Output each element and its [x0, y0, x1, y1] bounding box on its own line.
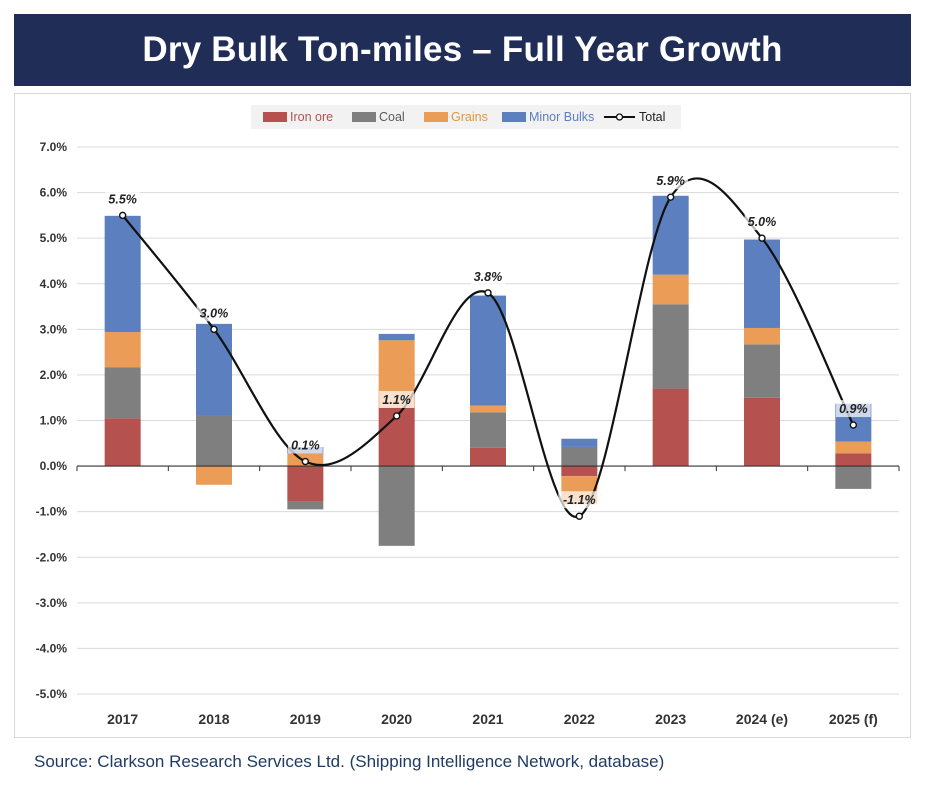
- x-tick-label: 2021: [472, 711, 503, 727]
- total-data-label: 3.0%: [200, 306, 229, 320]
- total-marker: [575, 512, 584, 520]
- total-data-label: 0.9%: [839, 402, 868, 416]
- x-tick-label: 2019: [290, 711, 321, 727]
- legend-iron-ore-label: Iron ore: [290, 110, 333, 124]
- y-tick-label: 1.0%: [40, 414, 68, 428]
- chart-title: Dry Bulk Ton-miles – Full Year Growth: [142, 30, 783, 69]
- total-label-bg: [744, 213, 780, 231]
- total-marker: [392, 412, 401, 420]
- bar-grains: [835, 441, 872, 454]
- legend-minor-bulks-swatch: [502, 112, 526, 122]
- total-label-bg: [287, 436, 323, 454]
- total-marker: [849, 421, 858, 429]
- legend-coal-swatch: [352, 112, 376, 122]
- bar-coal: [287, 501, 324, 510]
- total-data-label: 0.1%: [291, 439, 320, 453]
- total-label-bg: [105, 190, 141, 208]
- bar-iron-ore: [744, 397, 780, 467]
- total-marker: [118, 211, 127, 220]
- total-data-label: 5.0%: [748, 215, 777, 229]
- bar-coal: [196, 415, 232, 467]
- bar-coal: [561, 446, 598, 467]
- x-tick-label: 2022: [564, 711, 595, 727]
- total-marker: [301, 457, 310, 466]
- y-tick-label: 2.0%: [40, 368, 68, 382]
- bar-grains: [104, 332, 141, 368]
- bar-coal: [652, 304, 689, 389]
- total-marker: [758, 234, 766, 242]
- bar-coal: [470, 412, 506, 448]
- y-tick-label: 0.0%: [40, 459, 68, 473]
- y-tick-label: -1.0%: [36, 505, 68, 519]
- legend-total-marker: [615, 113, 624, 121]
- bar-grains: [196, 466, 232, 485]
- y-tick-label: 6.0%: [40, 186, 68, 200]
- bar-coal: [104, 367, 141, 419]
- bar-minor-bulks: [196, 323, 232, 416]
- bar-coal: [835, 466, 872, 489]
- total-data-label: 5.5%: [108, 192, 137, 206]
- bar-minor-bulks: [744, 239, 780, 328]
- total-label-bg: [653, 172, 689, 190]
- y-tick-label: -5.0%: [36, 687, 68, 701]
- total-label-bg: [470, 267, 506, 285]
- x-tick-label: 2025 (f): [829, 711, 878, 727]
- bar-iron-ore: [470, 447, 506, 467]
- total-label-bg: [558, 491, 601, 509]
- legend-iron-ore-swatch: [263, 112, 287, 122]
- x-tick-label: 2020: [381, 711, 412, 727]
- bar-grains: [652, 274, 689, 305]
- legend-minor-bulks-label: Minor Bulks: [529, 110, 594, 124]
- bar-iron-ore: [835, 453, 872, 467]
- bar-iron-ore: [287, 466, 324, 502]
- y-tick-label: 3.0%: [40, 322, 68, 336]
- source-note: Source: Clarkson Research Services Ltd. …: [34, 752, 665, 771]
- title-banner: Dry Bulk Ton-miles – Full Year Growth: [14, 14, 911, 86]
- legend-total-label: Total: [639, 110, 665, 124]
- total-label-bg: [379, 390, 415, 408]
- legend-grains-label: Grains: [451, 110, 488, 124]
- bar-iron-ore: [652, 388, 689, 467]
- total-marker: [666, 193, 675, 201]
- y-tick-label: 5.0%: [40, 231, 68, 245]
- y-tick-label: -4.0%: [36, 641, 68, 655]
- total-line: [121, 177, 855, 518]
- chart-svg: 7.0% 6.0% 5.0% 4.0% 3.0% 2.0% 1.0% 0.0% -1.0% -2.…: [36, 105, 900, 727]
- y-tick-label: 7.0%: [40, 140, 68, 154]
- bar-iron-ore: [104, 418, 141, 467]
- bar-minor-bulks: [378, 333, 415, 341]
- total-label-bg: [196, 304, 232, 322]
- legend-coal-label: Coal: [379, 110, 405, 124]
- x-tick-label: 2018: [198, 711, 229, 727]
- x-tick-label: 2017: [107, 711, 138, 727]
- total-marker: [484, 289, 492, 297]
- bar-minor-bulks: [470, 295, 506, 406]
- bar-iron-ore: [561, 466, 598, 477]
- bar-minor-bulks: [652, 195, 689, 275]
- total-data-label: 3.8%: [474, 270, 503, 284]
- bar-grains: [470, 405, 506, 413]
- x-tick-label: 2023: [655, 711, 686, 727]
- legend-grains-swatch: [424, 112, 448, 122]
- x-tick-label: 2024 (e): [736, 711, 788, 727]
- total-label-bg: [835, 400, 871, 418]
- y-tick-label: 4.0%: [40, 277, 68, 291]
- total-data-label: 5.9%: [656, 174, 685, 188]
- total-marker: [210, 325, 218, 334]
- bar-minor-bulks: [104, 215, 141, 333]
- bar-coal: [744, 344, 780, 398]
- bar-grains: [744, 327, 780, 345]
- total-data-label: 1.1%: [382, 393, 411, 407]
- bar-minor-bulks: [561, 438, 598, 447]
- chart-frame: 7.0% 6.0% 5.0% 4.0% 3.0% 2.0% 1.0% 0.0% -1.0% -2.…: [14, 93, 911, 738]
- bar-coal: [378, 466, 415, 546]
- y-tick-label: -2.0%: [36, 550, 68, 564]
- y-tick-label: -3.0%: [36, 596, 68, 610]
- total-data-label: -1.1%: [563, 493, 596, 507]
